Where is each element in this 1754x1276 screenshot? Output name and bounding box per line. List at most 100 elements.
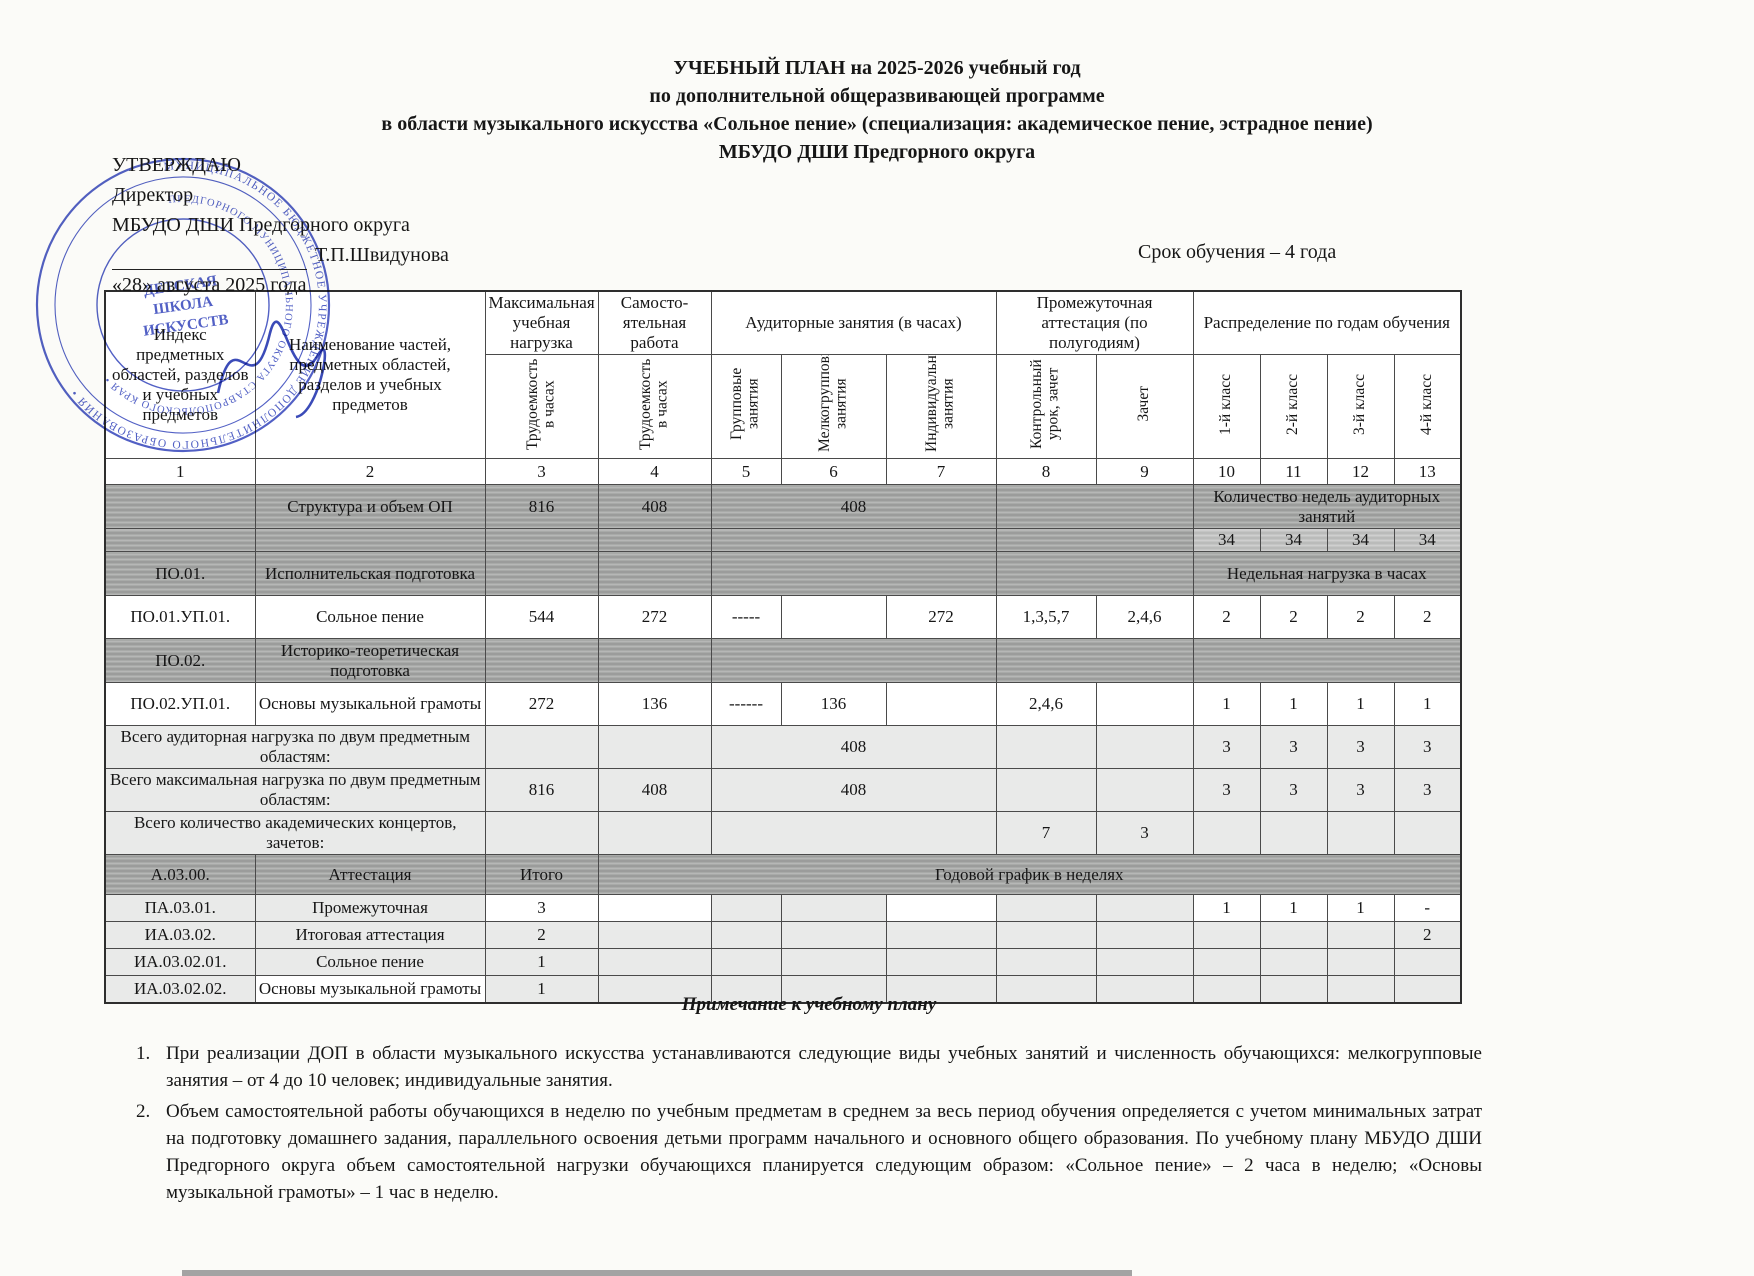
cell-total-self: 408 xyxy=(597,768,712,812)
cell-blank xyxy=(254,528,486,552)
cell-po01-name: Исполнительская подготовка xyxy=(254,551,486,596)
cell-blank xyxy=(1192,811,1261,855)
header-max-load: Максимальная учебная нагрузка xyxy=(484,290,599,355)
cell-blank xyxy=(710,528,997,552)
cell-blank xyxy=(1393,948,1462,976)
cell-weeks-y4: 34 xyxy=(1393,528,1462,552)
cell-year4: 2 xyxy=(1393,595,1462,639)
cell-structure-name: Структура и объем ОП xyxy=(254,484,486,529)
row-po02up01: ПО.02.УП.01. Основы музыкальной грамоты … xyxy=(104,682,1462,726)
row-ia030201: ИА.03.02.01. Сольное пение 1 xyxy=(104,948,1462,976)
cell-self: 136 xyxy=(597,682,712,726)
cell-control: 1,3,5,7 xyxy=(995,595,1097,639)
cell-blank xyxy=(995,528,1194,552)
cell-year2: 2 xyxy=(1259,595,1328,639)
cell-year3: 1 xyxy=(1326,682,1395,726)
cell-index: ПО.01.УП.01. xyxy=(104,595,256,639)
cell-blank xyxy=(1393,975,1462,1003)
cell-structure-max: 816 xyxy=(484,484,599,529)
cell-blank xyxy=(484,551,599,596)
approval-block: УТВЕРЖДАЮ Директор МБУДО ДШИ Предгорного… xyxy=(112,150,449,300)
header-year-3-label: 3-й класс xyxy=(1351,373,1369,435)
cell-blank xyxy=(1095,975,1194,1003)
cell-small-group: 136 xyxy=(780,682,887,726)
cell-blank xyxy=(597,975,712,1003)
cell-blank xyxy=(1095,894,1194,922)
cell-blank xyxy=(1259,948,1328,976)
header-credit-label: Зачет xyxy=(1135,386,1153,422)
header-year-4: 4-й класс xyxy=(1393,354,1462,459)
official-stamp: МУНИЦИПАЛЬНОЕ БЮДЖЕТНОЕ УЧРЕЖДЕНИЕ ДОПОЛ… xyxy=(35,141,347,466)
approval-position: Директор xyxy=(112,184,194,206)
cell-blank xyxy=(597,811,712,855)
cell-blank xyxy=(710,921,782,949)
col-num: 11 xyxy=(1259,458,1328,485)
scan-artifact xyxy=(182,1270,1132,1276)
cell-blank xyxy=(597,638,712,683)
cell-blank xyxy=(1095,725,1194,769)
cell-weeks-y3: 34 xyxy=(1326,528,1395,552)
cell-blank xyxy=(1259,811,1328,855)
title-line-4: МБУДО ДШИ Предгорного округа xyxy=(718,141,1036,163)
cell-year4: 1 xyxy=(1393,682,1462,726)
cell-year1: 1 xyxy=(1192,682,1261,726)
cell-blank xyxy=(1192,975,1261,1003)
cell-weeks-y2: 34 xyxy=(1259,528,1328,552)
column-numbers-row: 1 2 3 4 5 6 7 8 9 10 11 12 13 xyxy=(104,458,1462,485)
cell-year1: 3 xyxy=(1192,725,1261,769)
cell-blank xyxy=(995,921,1097,949)
col-num: 10 xyxy=(1192,458,1261,485)
study-term-note: Срок обучения – 4 года xyxy=(1138,241,1337,263)
header-group-lessons-label: Групповые занятия xyxy=(728,367,762,441)
row-ia0302: ИА.03.02. Итоговая аттестация 2 2 xyxy=(104,921,1462,949)
header-name: Наименование частей, предметных областей… xyxy=(254,290,486,459)
cell-individual: 272 xyxy=(885,595,997,639)
col-num: 8 xyxy=(995,458,1097,485)
cell-blank xyxy=(710,811,997,855)
row-po02: ПО.02. Историко-теоретическая подготовка xyxy=(104,638,1462,683)
handwritten-signature xyxy=(216,320,327,419)
col-num: 6 xyxy=(780,458,887,485)
cell-index: ПА.03.01. xyxy=(104,894,256,922)
cell-blank xyxy=(104,528,256,552)
row-weeks: 34 34 34 34 xyxy=(104,528,1462,552)
cell-blank xyxy=(780,921,887,949)
cell-total-max: 816 xyxy=(484,768,599,812)
cell-blank xyxy=(780,975,887,1003)
cell-blank xyxy=(484,811,599,855)
header-auditory: Аудиторные занятия (в часах) xyxy=(710,290,997,355)
cell-year2: 3 xyxy=(1259,768,1328,812)
cell-individual xyxy=(885,682,997,726)
col-num: 5 xyxy=(710,458,782,485)
cell-blank xyxy=(1326,948,1395,976)
header-individual-lessons: Индивидуальные занятия xyxy=(885,354,997,459)
header-year-2: 2-й класс xyxy=(1259,354,1328,459)
note-text: Объем самостоятельной работы обучающихся… xyxy=(166,1100,1482,1203)
cell-blank xyxy=(1095,921,1194,949)
cell-blank xyxy=(710,948,782,976)
row-po01: ПО.01. Исполнительская подготовка Недель… xyxy=(104,551,1462,596)
notes-heading: Примечание к учебному плану xyxy=(681,994,937,1015)
col-num: 2 xyxy=(254,458,486,485)
cell-index: ИА.03.02.01. xyxy=(104,948,256,976)
cell-a0300-name: Аттестация xyxy=(254,854,486,895)
cell-blank xyxy=(484,528,599,552)
cell-index: ПО.02.УП.01. xyxy=(104,682,256,726)
header-workload-self-label: Трудоемкость в часах xyxy=(636,358,671,450)
cell-subject-name: Основы музыкальной грамоты xyxy=(254,682,486,726)
header-year-3: 3-й класс xyxy=(1326,354,1395,459)
cell-blank xyxy=(780,948,887,976)
cell-structure-aud: 408 xyxy=(710,484,997,529)
col-num: 12 xyxy=(1326,458,1395,485)
cell-index: ИА.03.02. xyxy=(104,921,256,949)
row-total-max: Всего максимальная нагрузка по двум пред… xyxy=(104,768,1462,812)
cell-blank xyxy=(1259,975,1328,1003)
header-index: Индекс предметных областей, разделов и у… xyxy=(104,290,256,459)
col-num: 7 xyxy=(885,458,997,485)
cell-year4: 2 xyxy=(1393,921,1462,949)
header-workload-max: Трудоемкость в часах xyxy=(484,354,599,459)
cell-year1: 2 xyxy=(1192,595,1261,639)
approval-date: «28» августа 2025 года xyxy=(112,274,307,296)
cell-self: 272 xyxy=(597,595,712,639)
table-header-row-2: Трудоемкость в часах Трудоемкость в часа… xyxy=(105,354,1462,459)
